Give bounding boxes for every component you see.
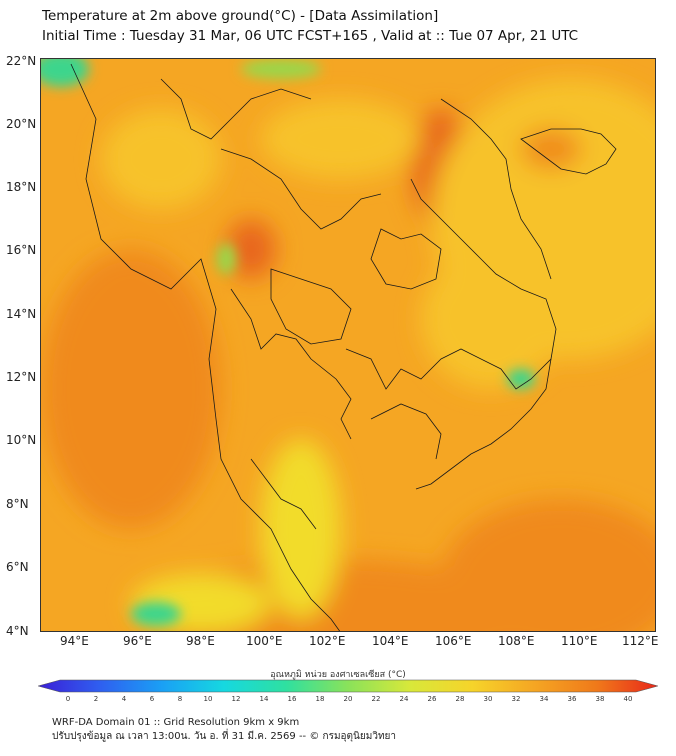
colorbar-tick-label: 32: [511, 695, 521, 703]
temperature-map[interactable]: [40, 58, 656, 632]
lat-label: 14°N: [6, 307, 37, 321]
footer-line-1: WRF-DA Domain 01 :: Grid Resolution 9km …: [52, 717, 300, 728]
colorbar-tick-label: 10: [203, 695, 213, 703]
colorbar-tick-label: 36: [567, 695, 577, 703]
colorbar-tick-label: 38: [595, 695, 605, 703]
lat-label: 10°N: [6, 433, 37, 447]
lon-label: 94°E: [60, 634, 89, 648]
lon-label: 98°E: [186, 634, 215, 648]
lat-label: 6°N: [6, 560, 29, 574]
lat-label: 20°N: [6, 117, 37, 131]
colorbar-tick-label: 0: [65, 695, 71, 703]
colorbar-tick-label: 40: [623, 695, 633, 703]
colorbar-tick-label: 22: [371, 695, 381, 703]
colorbar-tick-label: 24: [399, 695, 409, 703]
colorbar-tick-label: 20: [343, 695, 353, 703]
lon-label: 110°E: [561, 634, 598, 648]
title-line-1: Temperature at 2m above ground(°C) - [Da…: [42, 8, 439, 24]
chart-title: Temperature at 2m above ground(°C) - [Da…: [42, 6, 578, 46]
lat-label: 8°N: [6, 497, 29, 511]
lat-label: 18°N: [6, 180, 37, 194]
lon-label: 104°E: [372, 634, 409, 648]
lon-label: 112°E: [622, 634, 659, 648]
lon-label: 108°E: [498, 634, 535, 648]
colorbar-tick-label: 4: [121, 695, 127, 703]
lon-label: 100°E: [246, 634, 283, 648]
lat-label: 22°N: [6, 54, 37, 68]
colorbar-bar: [38, 679, 658, 693]
lat-label: 12°N: [6, 370, 37, 384]
footer-line-2: ปรับปรุงข้อมูล ณ เวลา 13:00น. วัน อ. ที่…: [52, 731, 397, 742]
colorbar-label: อุณหภูมิ หน่วย องศาเซลเซียส (°C): [270, 670, 406, 680]
colorbar-tick-label: 28: [455, 695, 465, 703]
lon-label: 102°E: [309, 634, 346, 648]
colorbar-tick-label: 16: [287, 695, 297, 703]
country-borders: [70, 63, 617, 631]
colorbar-tick-label: 18: [315, 695, 325, 703]
colorbar-tick-label: 12: [231, 695, 241, 703]
colorbar: [38, 679, 658, 693]
footer: WRF-DA Domain 01 :: Grid Resolution 9km …: [52, 716, 396, 744]
colorbar-tick-label: 26: [427, 695, 437, 703]
colorbar-tick-label: 8: [177, 695, 183, 703]
lon-label: 106°E: [435, 634, 472, 648]
colorbar-tick-label: 6: [149, 695, 155, 703]
colorbar-tick-label: 30: [483, 695, 493, 703]
lat-label: 4°N: [6, 624, 29, 638]
colorbar-tick-label: 2: [93, 695, 99, 703]
colorbar-tick-label: 34: [539, 695, 549, 703]
title-line-2: Initial Time : Tuesday 31 Mar, 06 UTC FC…: [42, 28, 579, 44]
lon-label: 96°E: [123, 634, 152, 648]
temperature-field-gradients: [41, 79, 655, 631]
map-canvas: [41, 59, 655, 631]
lat-label: 16°N: [6, 243, 37, 257]
cool-spots: [41, 59, 535, 626]
colorbar-tick-label: 14: [259, 695, 269, 703]
